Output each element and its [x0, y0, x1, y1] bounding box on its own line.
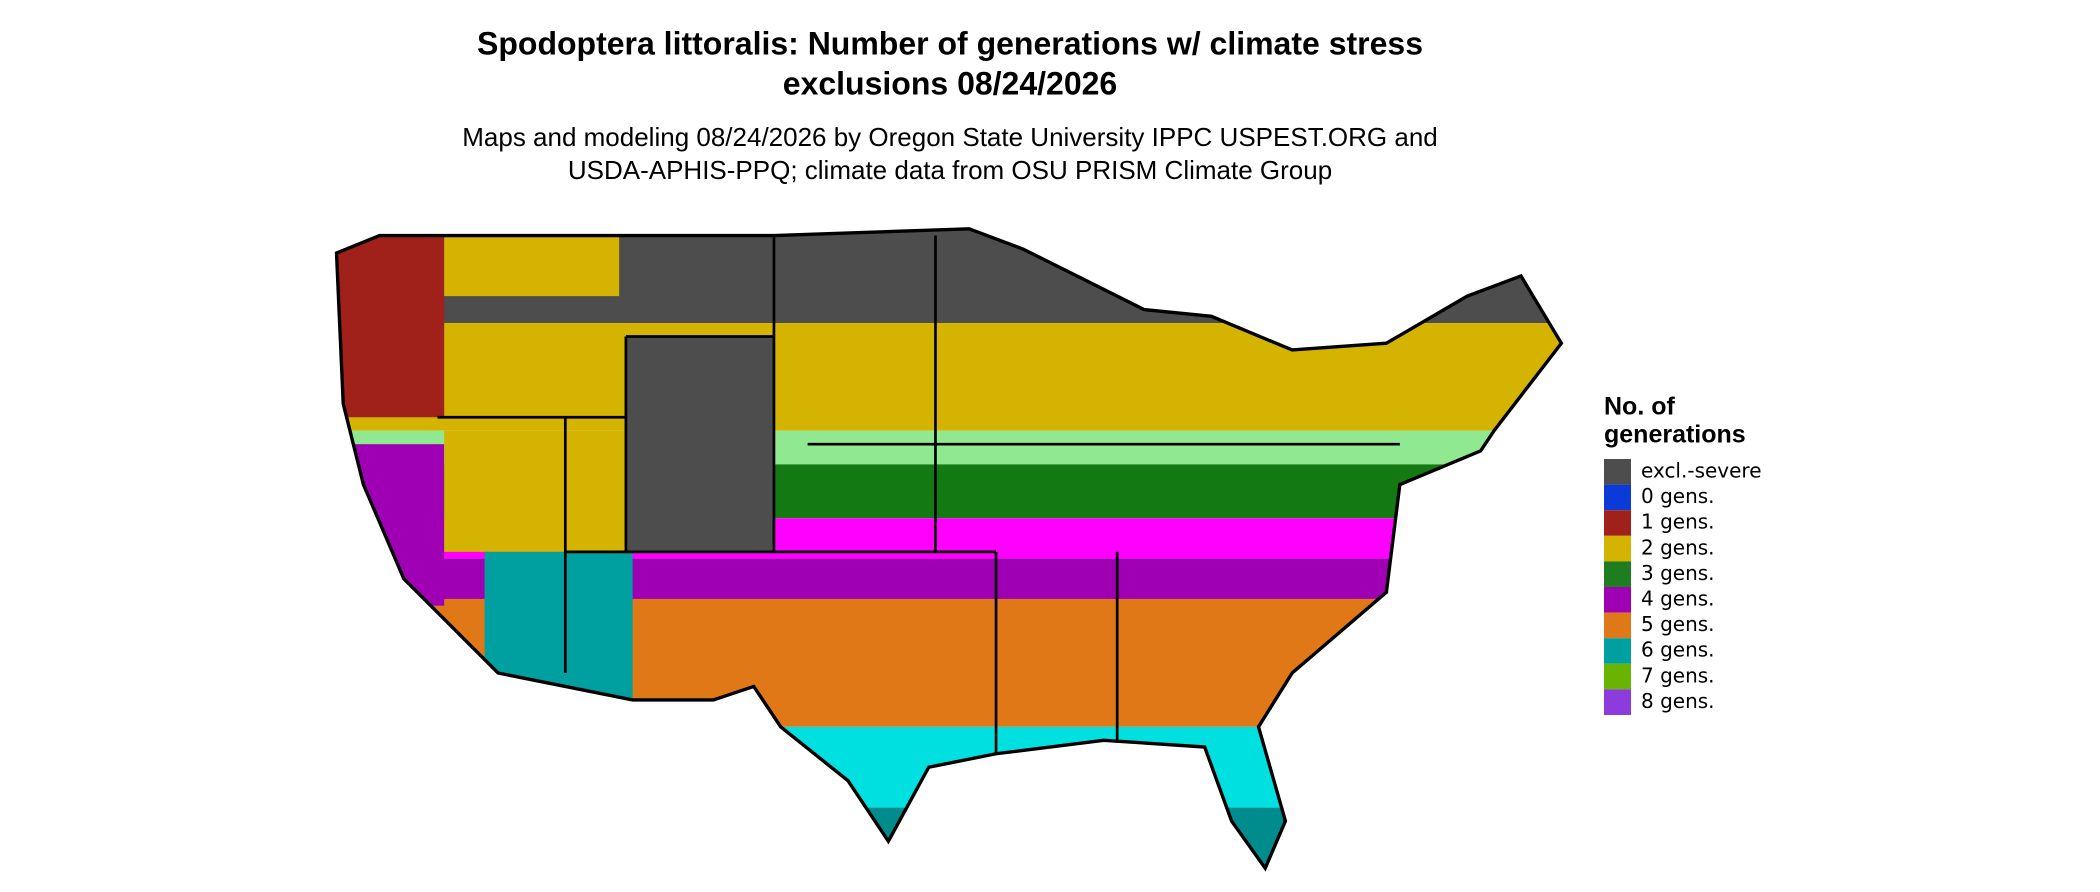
title: exclusions 08/24/2026: [783, 65, 1117, 101]
legend-swatch: [1604, 535, 1631, 562]
legend-label: 2 gens.: [1641, 535, 1715, 559]
legend-label: excl.-severe: [1641, 459, 1762, 483]
legend-swatch: [1604, 638, 1631, 664]
legend-swatch: [1604, 510, 1631, 536]
legend-swatch: [1604, 459, 1631, 485]
legend-swatch: [1604, 587, 1631, 613]
us-map: [334, 227, 1564, 872]
legend-label: 6 gens.: [1641, 638, 1715, 662]
legend-label: 0 gens.: [1641, 484, 1715, 508]
legend-swatch: [1604, 612, 1631, 639]
title: Spodoptera littoralis: Number of generat…: [477, 25, 1423, 61]
legend-label: 1 gens.: [1641, 510, 1715, 534]
legend-swatch: [1604, 484, 1631, 511]
legend-swatch: [1604, 689, 1631, 715]
legend-title: generations: [1604, 421, 1746, 449]
legend-swatch: [1604, 663, 1631, 690]
legend-swatch: [1604, 561, 1631, 587]
subtitle: USDA-APHIS-PPQ; climate data from OSU PR…: [568, 155, 1332, 185]
legend-title: No. of: [1604, 393, 1675, 421]
legend-label: 8 gens.: [1641, 689, 1715, 713]
legend-label: 7 gens.: [1641, 663, 1715, 687]
legend-label: 3 gens.: [1641, 561, 1715, 585]
legend-label: 4 gens.: [1641, 587, 1715, 611]
legend-label: 5 gens.: [1641, 612, 1715, 636]
subtitle: Maps and modeling 08/24/2026 by Oregon S…: [462, 122, 1438, 152]
